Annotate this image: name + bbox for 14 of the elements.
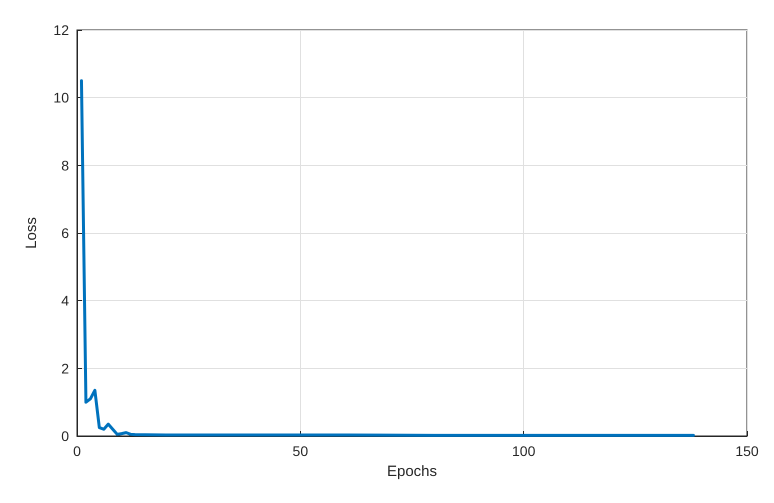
x-tick-label: 0 <box>73 443 82 459</box>
x-tick-label: 150 <box>735 443 759 459</box>
y-axis-title: Loss <box>23 217 40 249</box>
y-tick-label: 6 <box>61 225 70 241</box>
x-tick-label: 100 <box>512 443 536 459</box>
y-tick-label: 4 <box>61 292 70 309</box>
y-tick-label: 8 <box>61 157 70 174</box>
y-tick-label: 10 <box>53 90 70 106</box>
line-series <box>80 79 695 437</box>
x-axis-title: Epochs <box>386 463 438 480</box>
y-tick-label: 0 <box>61 428 70 444</box>
y-tick-label: 12 <box>53 22 70 38</box>
x-tick-label: 50 <box>292 443 308 459</box>
y-tick-label: 2 <box>61 360 70 376</box>
